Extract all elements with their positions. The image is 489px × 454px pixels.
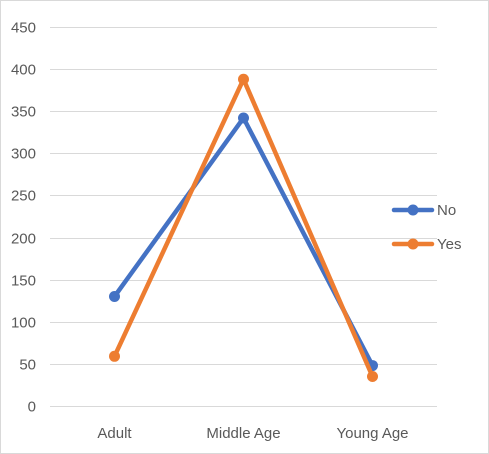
legend-marker — [407, 204, 419, 216]
y-tick-label: 300 — [11, 146, 36, 163]
data-point-yes — [238, 73, 249, 85]
y-tick-label: 100 — [11, 315, 36, 332]
y-tick-label: 0 — [28, 399, 36, 416]
data-point-yes — [367, 371, 378, 383]
data-point-yes — [109, 350, 120, 362]
legend-label: Yes — [437, 236, 461, 253]
y-axis: 0 50 100 150 200 250 300 350 400 450 — [11, 20, 36, 416]
y-tick-label: 150 — [11, 273, 36, 290]
gridlines — [50, 27, 437, 407]
x-tick-label: Middle Age — [206, 425, 280, 442]
data-point-no — [238, 112, 249, 124]
legend-label: No — [437, 202, 456, 219]
series-line-yes — [112, 76, 375, 379]
y-tick-label: 450 — [11, 20, 36, 37]
y-tick-label: 250 — [11, 188, 36, 205]
y-tick-label: 350 — [11, 104, 36, 121]
x-tick-label: Young Age — [336, 425, 408, 442]
x-tick-label: Adult — [97, 425, 132, 442]
legend: No Yes — [391, 202, 461, 253]
series-line-no — [112, 115, 375, 368]
series-layer — [109, 73, 378, 383]
data-point-no — [109, 291, 120, 303]
y-tick-label: 200 — [11, 231, 36, 248]
legend-marker — [407, 238, 419, 250]
x-axis: Adult Middle Age Young Age — [97, 425, 408, 442]
y-tick-label: 400 — [11, 62, 36, 79]
y-tick-label: 50 — [19, 357, 36, 374]
